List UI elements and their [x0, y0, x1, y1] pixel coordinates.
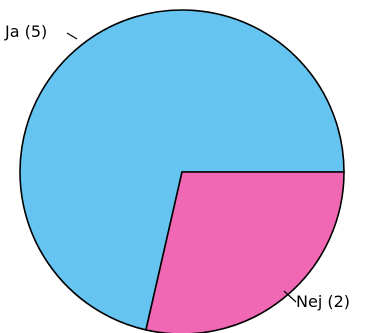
slice-label-ja: Ja (5) — [4, 22, 47, 41]
leader-line-nej — [283, 290, 297, 303]
pie-slices — [19, 9, 345, 333]
slice-label-nej: Nej (2) — [296, 292, 350, 311]
pie-slice-nej — [144, 171, 345, 333]
leader-line-ja — [66, 32, 78, 40]
pie-labels: Ja (5) Nej (2) — [4, 22, 350, 311]
pie-slice-ja — [19, 9, 345, 331]
